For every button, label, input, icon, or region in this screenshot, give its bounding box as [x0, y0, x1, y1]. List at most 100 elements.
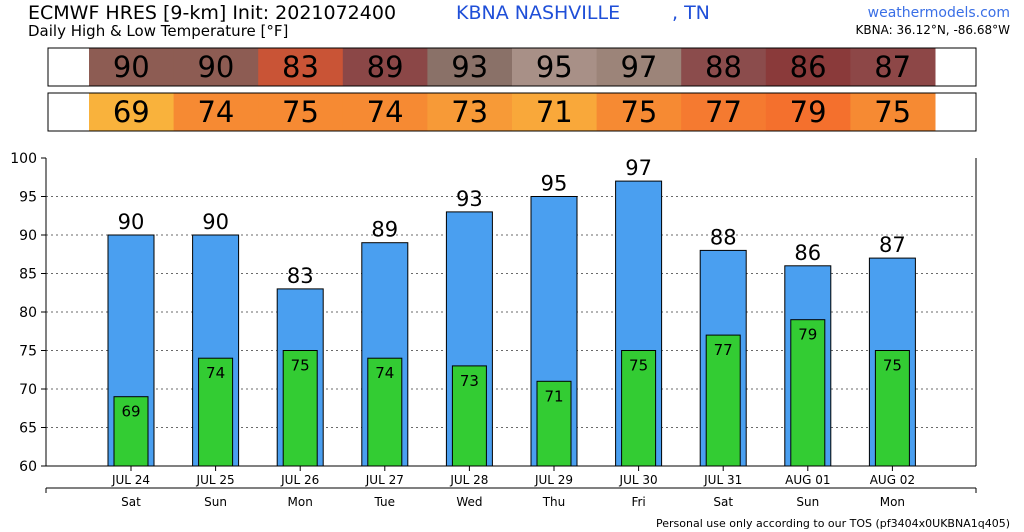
day-label: Sat — [121, 495, 141, 509]
low-value-label: 74 — [375, 364, 394, 382]
x-tick-label: AUG 01 — [785, 473, 830, 487]
high-strip-cell — [512, 48, 598, 86]
y-tick-label: 90 — [19, 228, 37, 244]
low-strip-value: 79 — [790, 95, 827, 129]
high-strip-cell — [427, 48, 513, 86]
high-strip-cell — [850, 48, 936, 86]
y-tick-label: 60 — [19, 459, 37, 475]
low-value-label: 71 — [544, 387, 563, 405]
y-tick-label: 75 — [19, 344, 37, 360]
x-tick-label: JUL 25 — [196, 473, 235, 487]
low-strip-value: 71 — [536, 95, 573, 129]
high-strip-value: 86 — [790, 50, 827, 84]
day-label: Mon — [880, 495, 905, 509]
high-strip-value: 88 — [705, 50, 742, 84]
high-strip-cell — [173, 48, 259, 86]
low-value-label: 73 — [460, 372, 479, 390]
low-value-label: 79 — [798, 326, 817, 344]
tos-notice: Personal use only according to our TOS (… — [656, 517, 1010, 530]
high-value-label: 87 — [879, 233, 906, 257]
high-strip-cell — [258, 48, 344, 86]
low-strip-cell — [681, 93, 767, 131]
x-tick-label: JUL 30 — [619, 473, 658, 487]
high-value-label: 83 — [287, 264, 314, 288]
day-label: Tue — [374, 495, 396, 509]
site-link[interactable]: weathermodels.com — [867, 5, 1010, 21]
low-strip-cell — [512, 93, 598, 131]
low-bar — [790, 319, 826, 467]
low-strip-value: 74 — [197, 95, 234, 129]
day-label: Sun — [204, 495, 227, 509]
low-strip-value: 73 — [451, 95, 488, 129]
high-strip-cell — [681, 48, 767, 86]
high-strip-cell — [342, 48, 428, 86]
low-strip-cell — [596, 93, 682, 131]
high-value-label: 95 — [541, 172, 568, 196]
low-strip-value: 75 — [282, 95, 319, 129]
high-value-label: 86 — [794, 241, 821, 265]
low-value-label: 77 — [714, 341, 733, 359]
low-bar — [536, 380, 572, 467]
high-value-label: 88 — [710, 225, 737, 249]
low-strip-cell — [342, 93, 428, 131]
day-label: Wed — [456, 495, 482, 509]
low-strip-cell — [258, 93, 344, 131]
station-name: KBNA NASHVILLE — [456, 2, 621, 24]
low-strip-value: 69 — [113, 95, 150, 129]
y-tick-label: 95 — [19, 190, 37, 206]
chart-subtitle: Daily High & Low Temperature [°F] — [28, 22, 289, 40]
day-label: Sat — [713, 495, 733, 509]
low-bar — [113, 396, 149, 467]
low-bar — [282, 350, 318, 467]
high-strip-value: 90 — [197, 50, 234, 84]
y-tick-label: 70 — [19, 382, 37, 398]
high-value-label: 90 — [202, 210, 229, 234]
high-value-label: 97 — [625, 156, 652, 180]
y-tick-label: 85 — [19, 267, 37, 283]
high-strip-value: 90 — [113, 50, 150, 84]
high-value-label: 90 — [118, 210, 145, 234]
x-tick-label: JUL 31 — [703, 473, 742, 487]
low-value-label: 75 — [629, 357, 648, 375]
y-tick-label: 65 — [19, 421, 37, 437]
high-strip-cell — [596, 48, 682, 86]
low-value-label: 75 — [883, 357, 902, 375]
high-strip-value: 87 — [874, 50, 911, 84]
x-tick-label: JUL 29 — [534, 473, 573, 487]
station-coords: KBNA: 36.12°N, -86.68°W — [855, 23, 1010, 37]
high-strip-value: 89 — [367, 50, 404, 84]
high-strip-value: 93 — [451, 50, 488, 84]
low-strip-value: 75 — [620, 95, 657, 129]
low-value-label: 74 — [206, 364, 225, 382]
low-strip-cell — [765, 93, 851, 131]
day-label: Thu — [542, 495, 566, 509]
low-strip-value: 74 — [367, 95, 404, 129]
low-value-label: 69 — [121, 403, 140, 421]
high-value-label: 93 — [456, 187, 483, 211]
x-tick-label: JUL 28 — [449, 473, 488, 487]
day-label: Fri — [631, 495, 645, 509]
high-strip-cell — [89, 48, 175, 86]
low-strip-value: 75 — [874, 95, 911, 129]
high-strip-cell — [765, 48, 851, 86]
x-tick-label: JUL 26 — [280, 473, 319, 487]
low-strip-cell — [89, 93, 175, 131]
low-strip-cell — [850, 93, 936, 131]
x-tick-label: JUL 24 — [111, 473, 150, 487]
chart-title: ECMWF HRES [9-km] Init: 2021072400 — [28, 2, 397, 24]
x-tick-label: JUL 27 — [365, 473, 404, 487]
low-strip-value: 77 — [705, 95, 742, 129]
x-tick-label: AUG 02 — [870, 473, 915, 487]
high-strip-value: 97 — [620, 50, 657, 84]
high-strip-value: 95 — [536, 50, 573, 84]
y-tick-label: 100 — [10, 151, 37, 167]
day-label: Sun — [796, 495, 819, 509]
low-value-label: 75 — [291, 357, 310, 375]
station-state: , TN — [672, 2, 710, 24]
low-strip-cell — [173, 93, 259, 131]
high-value-label: 89 — [371, 218, 398, 242]
y-tick-label: 80 — [19, 305, 37, 321]
high-strip-value: 83 — [282, 50, 319, 84]
day-label: Mon — [288, 495, 313, 509]
